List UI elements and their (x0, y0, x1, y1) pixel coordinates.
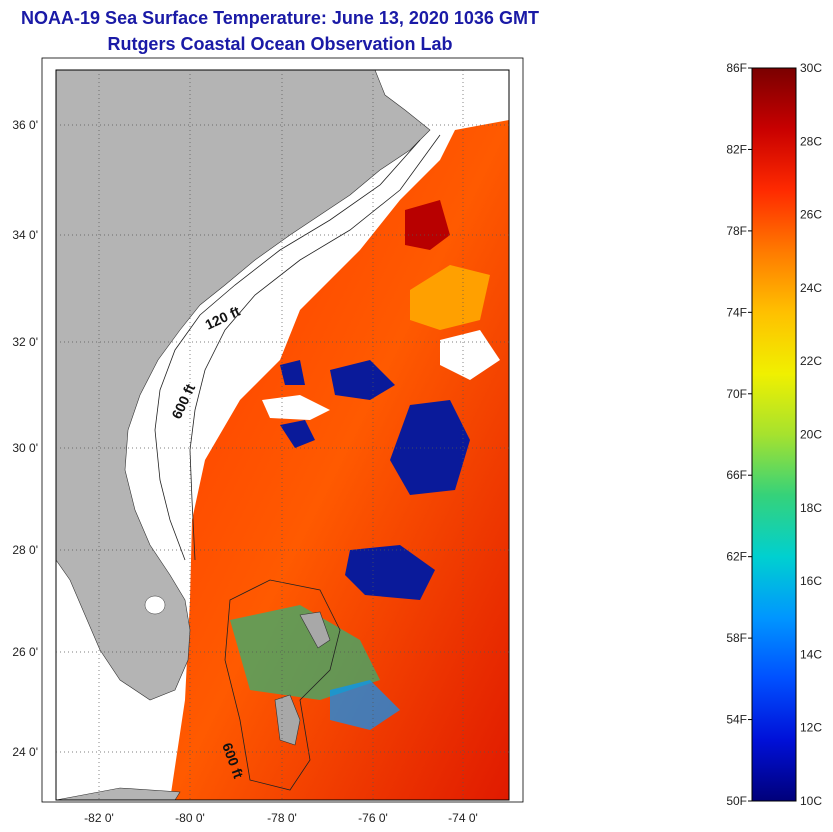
cloud-area (262, 395, 330, 420)
sst-cold-patch (280, 420, 315, 448)
bahamas-island (299, 611, 331, 649)
celsius-label: 16C (800, 574, 822, 588)
fahrenheit-label: 62F (726, 550, 747, 564)
sst-hot-patch (405, 200, 450, 250)
colorbar-gradient (751, 67, 797, 802)
temperature-colorbar: 86F 82F 78F 74F 70F 66F 62F 58F 54F 50F 30C 28C 26C… (726, 61, 822, 808)
celsius-label: 24C (800, 281, 822, 295)
longitude-label: -76 0' (358, 811, 388, 825)
fahrenheit-label: 86F (726, 61, 747, 75)
celsius-label: 12C (800, 721, 822, 735)
sst-cold-patch (390, 400, 470, 495)
map-subtitle: Rutgers Coastal Ocean Observation Lab (107, 34, 453, 54)
cloud-area (440, 330, 500, 380)
fahrenheit-label: 78F (726, 224, 747, 238)
celsius-label: 10C (800, 794, 822, 808)
latitude-label: 30 0' (12, 441, 38, 455)
celsius-label: 18C (800, 501, 822, 515)
celsius-label: 22C (800, 354, 822, 368)
longitude-label: -74 0' (448, 811, 478, 825)
fahrenheit-label: 66F (726, 468, 747, 482)
latitude-label: 26 0' (12, 645, 38, 659)
fahrenheit-label: 58F (726, 631, 747, 645)
latitude-label: 34 0' (12, 228, 38, 242)
sst-mixed-area (330, 680, 400, 730)
celsius-label: 30C (800, 61, 822, 75)
celsius-label: 28C (800, 134, 822, 148)
sst-cold-patch (330, 360, 395, 400)
lake-okeechobee (144, 595, 166, 615)
fahrenheit-label: 74F (726, 305, 747, 319)
fahrenheit-label: 70F (726, 387, 747, 401)
longitude-label: -78 0' (267, 811, 297, 825)
sst-cold-patch (345, 545, 435, 600)
sst-cold-patch (280, 360, 305, 385)
bahamas-island (274, 694, 301, 746)
fahrenheit-label: 50F (726, 794, 747, 808)
map-frame (55, 69, 510, 801)
sst-map: 120 ft 600 ft 600 ft 36 0' 34 0' 32 0' 3… (12, 57, 524, 825)
latitude-label: 28 0' (12, 543, 38, 557)
map-title: NOAA-19 Sea Surface Temperature: June 13… (21, 8, 539, 28)
longitude-label: -82 0' (84, 811, 114, 825)
sst-orange-patch (410, 265, 490, 330)
contour-bahamas (224, 579, 341, 791)
sst-mixed-area (230, 605, 380, 700)
cuba-coast (56, 787, 181, 800)
celsius-label: 14C (800, 647, 822, 661)
land-mass (56, 70, 431, 701)
contour-120ft (154, 139, 421, 561)
celsius-label: 26C (800, 208, 822, 222)
fahrenheit-label: 82F (726, 142, 747, 156)
fahrenheit-label: 54F (726, 713, 747, 727)
outer-frame (41, 57, 524, 803)
latitude-label: 24 0' (12, 745, 38, 759)
contour-600ft (189, 134, 441, 561)
celsius-label: 20C (800, 428, 822, 442)
latitude-label: 32 0' (12, 335, 38, 349)
longitude-label: -80 0' (175, 811, 205, 825)
latitude-label: 36 0' (12, 118, 38, 132)
